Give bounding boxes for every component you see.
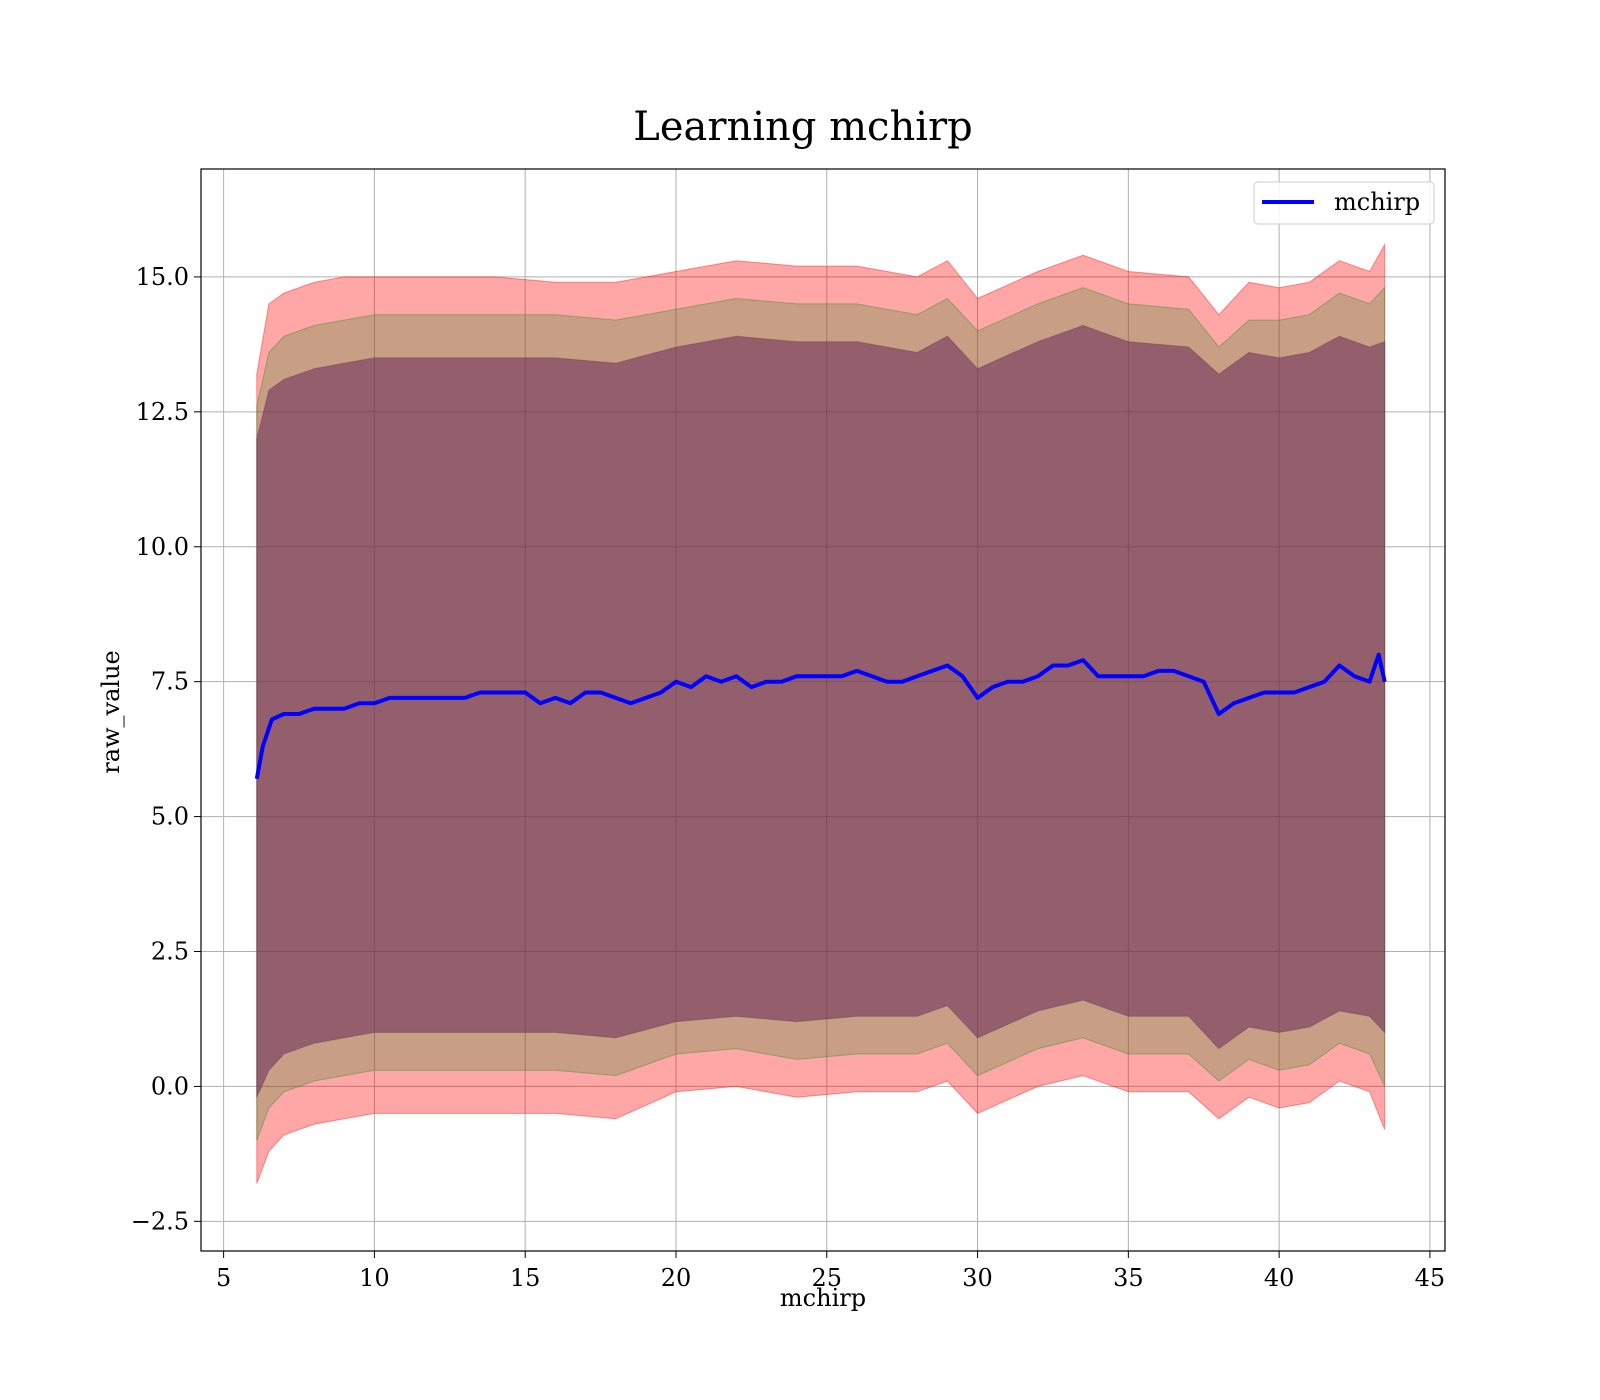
- y-tick-label: 5.0: [151, 803, 189, 831]
- x-tick-label: 35: [1113, 1264, 1144, 1292]
- x-tick-label: 15: [510, 1264, 541, 1292]
- legend: mchirp: [1253, 181, 1435, 225]
- x-tick-label: 40: [1264, 1264, 1295, 1292]
- x-tick-label: 10: [359, 1264, 390, 1292]
- y-tick-label: 15.0: [136, 263, 189, 291]
- x-tick-label: 20: [661, 1264, 692, 1292]
- series-line-mchirp: [254, 652, 1387, 780]
- x-tick-label: 30: [962, 1264, 993, 1292]
- x-tick-label: 25: [811, 1264, 842, 1292]
- plot-frame: [200, 168, 1446, 1252]
- y-tick-label: 10.0: [136, 533, 189, 561]
- x-axis-ticks: 5 10 15 20 25 30 35 40 45: [216, 1251, 1445, 1292]
- x-tick-label: 5: [216, 1264, 231, 1292]
- y-tick-label: 0.0: [151, 1072, 189, 1100]
- y-tick-label: 2.5: [151, 937, 189, 965]
- x-tick-label: 45: [1415, 1264, 1446, 1292]
- series-lines: [254, 652, 1387, 780]
- x-axis-label: mchirp: [780, 1284, 866, 1312]
- y-tick-label: 12.5: [136, 398, 189, 426]
- confidence-band-3: [256, 324, 1386, 1098]
- legend-entry-mchirp: mchirp: [1334, 188, 1420, 216]
- chart-title: Learning mchirp: [633, 104, 972, 150]
- y-axis-ticks: −2.5 0.0 2.5 5.0 7.5 10.0 12.5 15.0: [131, 263, 201, 1235]
- confidence-bands: [256, 242, 1386, 1184]
- y-axis-label: raw_value: [97, 650, 125, 774]
- y-tick-label: 7.5: [151, 668, 189, 696]
- legend-box: [1253, 181, 1435, 225]
- y-tick-label: −2.5: [131, 1207, 189, 1235]
